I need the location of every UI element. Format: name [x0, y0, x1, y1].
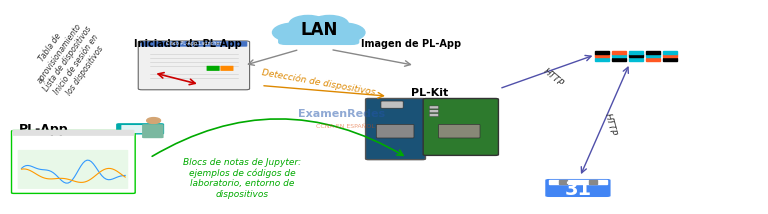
FancyBboxPatch shape — [429, 106, 439, 109]
Bar — [629, 51, 643, 54]
Bar — [629, 54, 643, 58]
Text: Blocs de notas de Jupyter:
ejemplos de códigos de
laboratorio, entorno de
dispos: Blocs de notas de Jupyter: ejemplos de c… — [183, 158, 301, 199]
Text: Imagen de PL-App: Imagen de PL-App — [361, 39, 461, 49]
Text: Iniciador de PL-App: Iniciador de PL-App — [134, 39, 242, 49]
Text: PL-Kit: PL-Kit — [411, 88, 449, 98]
Ellipse shape — [286, 19, 351, 42]
Bar — [663, 51, 677, 54]
Bar — [663, 54, 677, 58]
FancyBboxPatch shape — [439, 124, 480, 138]
Ellipse shape — [289, 15, 327, 33]
FancyBboxPatch shape — [429, 114, 439, 117]
Text: CCNA EN ESPAÑOL: CCNA EN ESPAÑOL — [316, 124, 375, 129]
Bar — [589, 180, 597, 184]
FancyBboxPatch shape — [366, 98, 425, 160]
Ellipse shape — [310, 15, 349, 33]
Bar — [646, 54, 660, 58]
Ellipse shape — [273, 23, 318, 42]
FancyBboxPatch shape — [138, 41, 250, 90]
FancyBboxPatch shape — [376, 124, 414, 138]
FancyBboxPatch shape — [141, 41, 247, 47]
Text: ExamenRedes: ExamenRedes — [298, 109, 386, 119]
Bar — [595, 58, 609, 61]
FancyBboxPatch shape — [121, 125, 159, 133]
FancyBboxPatch shape — [545, 179, 611, 197]
Text: LAN: LAN — [300, 21, 337, 39]
Text: HTTP: HTTP — [541, 66, 564, 88]
Text: Cisco PL-App Launcher: Cisco PL-App Launcher — [166, 41, 221, 46]
Bar — [612, 51, 626, 54]
FancyBboxPatch shape — [279, 32, 359, 44]
Bar — [663, 58, 677, 61]
FancyBboxPatch shape — [423, 98, 498, 155]
Bar — [646, 58, 660, 61]
Ellipse shape — [147, 118, 161, 123]
FancyBboxPatch shape — [12, 130, 134, 136]
Bar — [595, 51, 609, 54]
FancyBboxPatch shape — [117, 124, 164, 134]
FancyBboxPatch shape — [18, 150, 128, 189]
Bar — [612, 54, 626, 58]
Bar — [629, 58, 643, 61]
FancyBboxPatch shape — [12, 131, 135, 193]
Ellipse shape — [319, 23, 365, 42]
Text: Tabla de
aprovisionamiento
Lista de dispositivos
Inicio de sesión en
los disposi: Tabla de aprovisionamiento Lista de disp… — [25, 13, 111, 105]
FancyBboxPatch shape — [381, 101, 403, 108]
Text: PL-App: PL-App — [19, 123, 69, 135]
Bar — [646, 51, 660, 54]
Bar — [595, 54, 609, 58]
Text: 31: 31 — [564, 180, 592, 199]
Text: Detección de dispositivos: Detección de dispositivos — [261, 67, 376, 97]
FancyBboxPatch shape — [142, 124, 164, 138]
Bar — [549, 180, 607, 184]
Bar — [559, 180, 567, 184]
FancyBboxPatch shape — [429, 110, 439, 113]
FancyBboxPatch shape — [207, 66, 220, 71]
Bar — [612, 58, 626, 61]
Text: HTTP: HTTP — [603, 113, 618, 137]
FancyBboxPatch shape — [220, 66, 233, 71]
